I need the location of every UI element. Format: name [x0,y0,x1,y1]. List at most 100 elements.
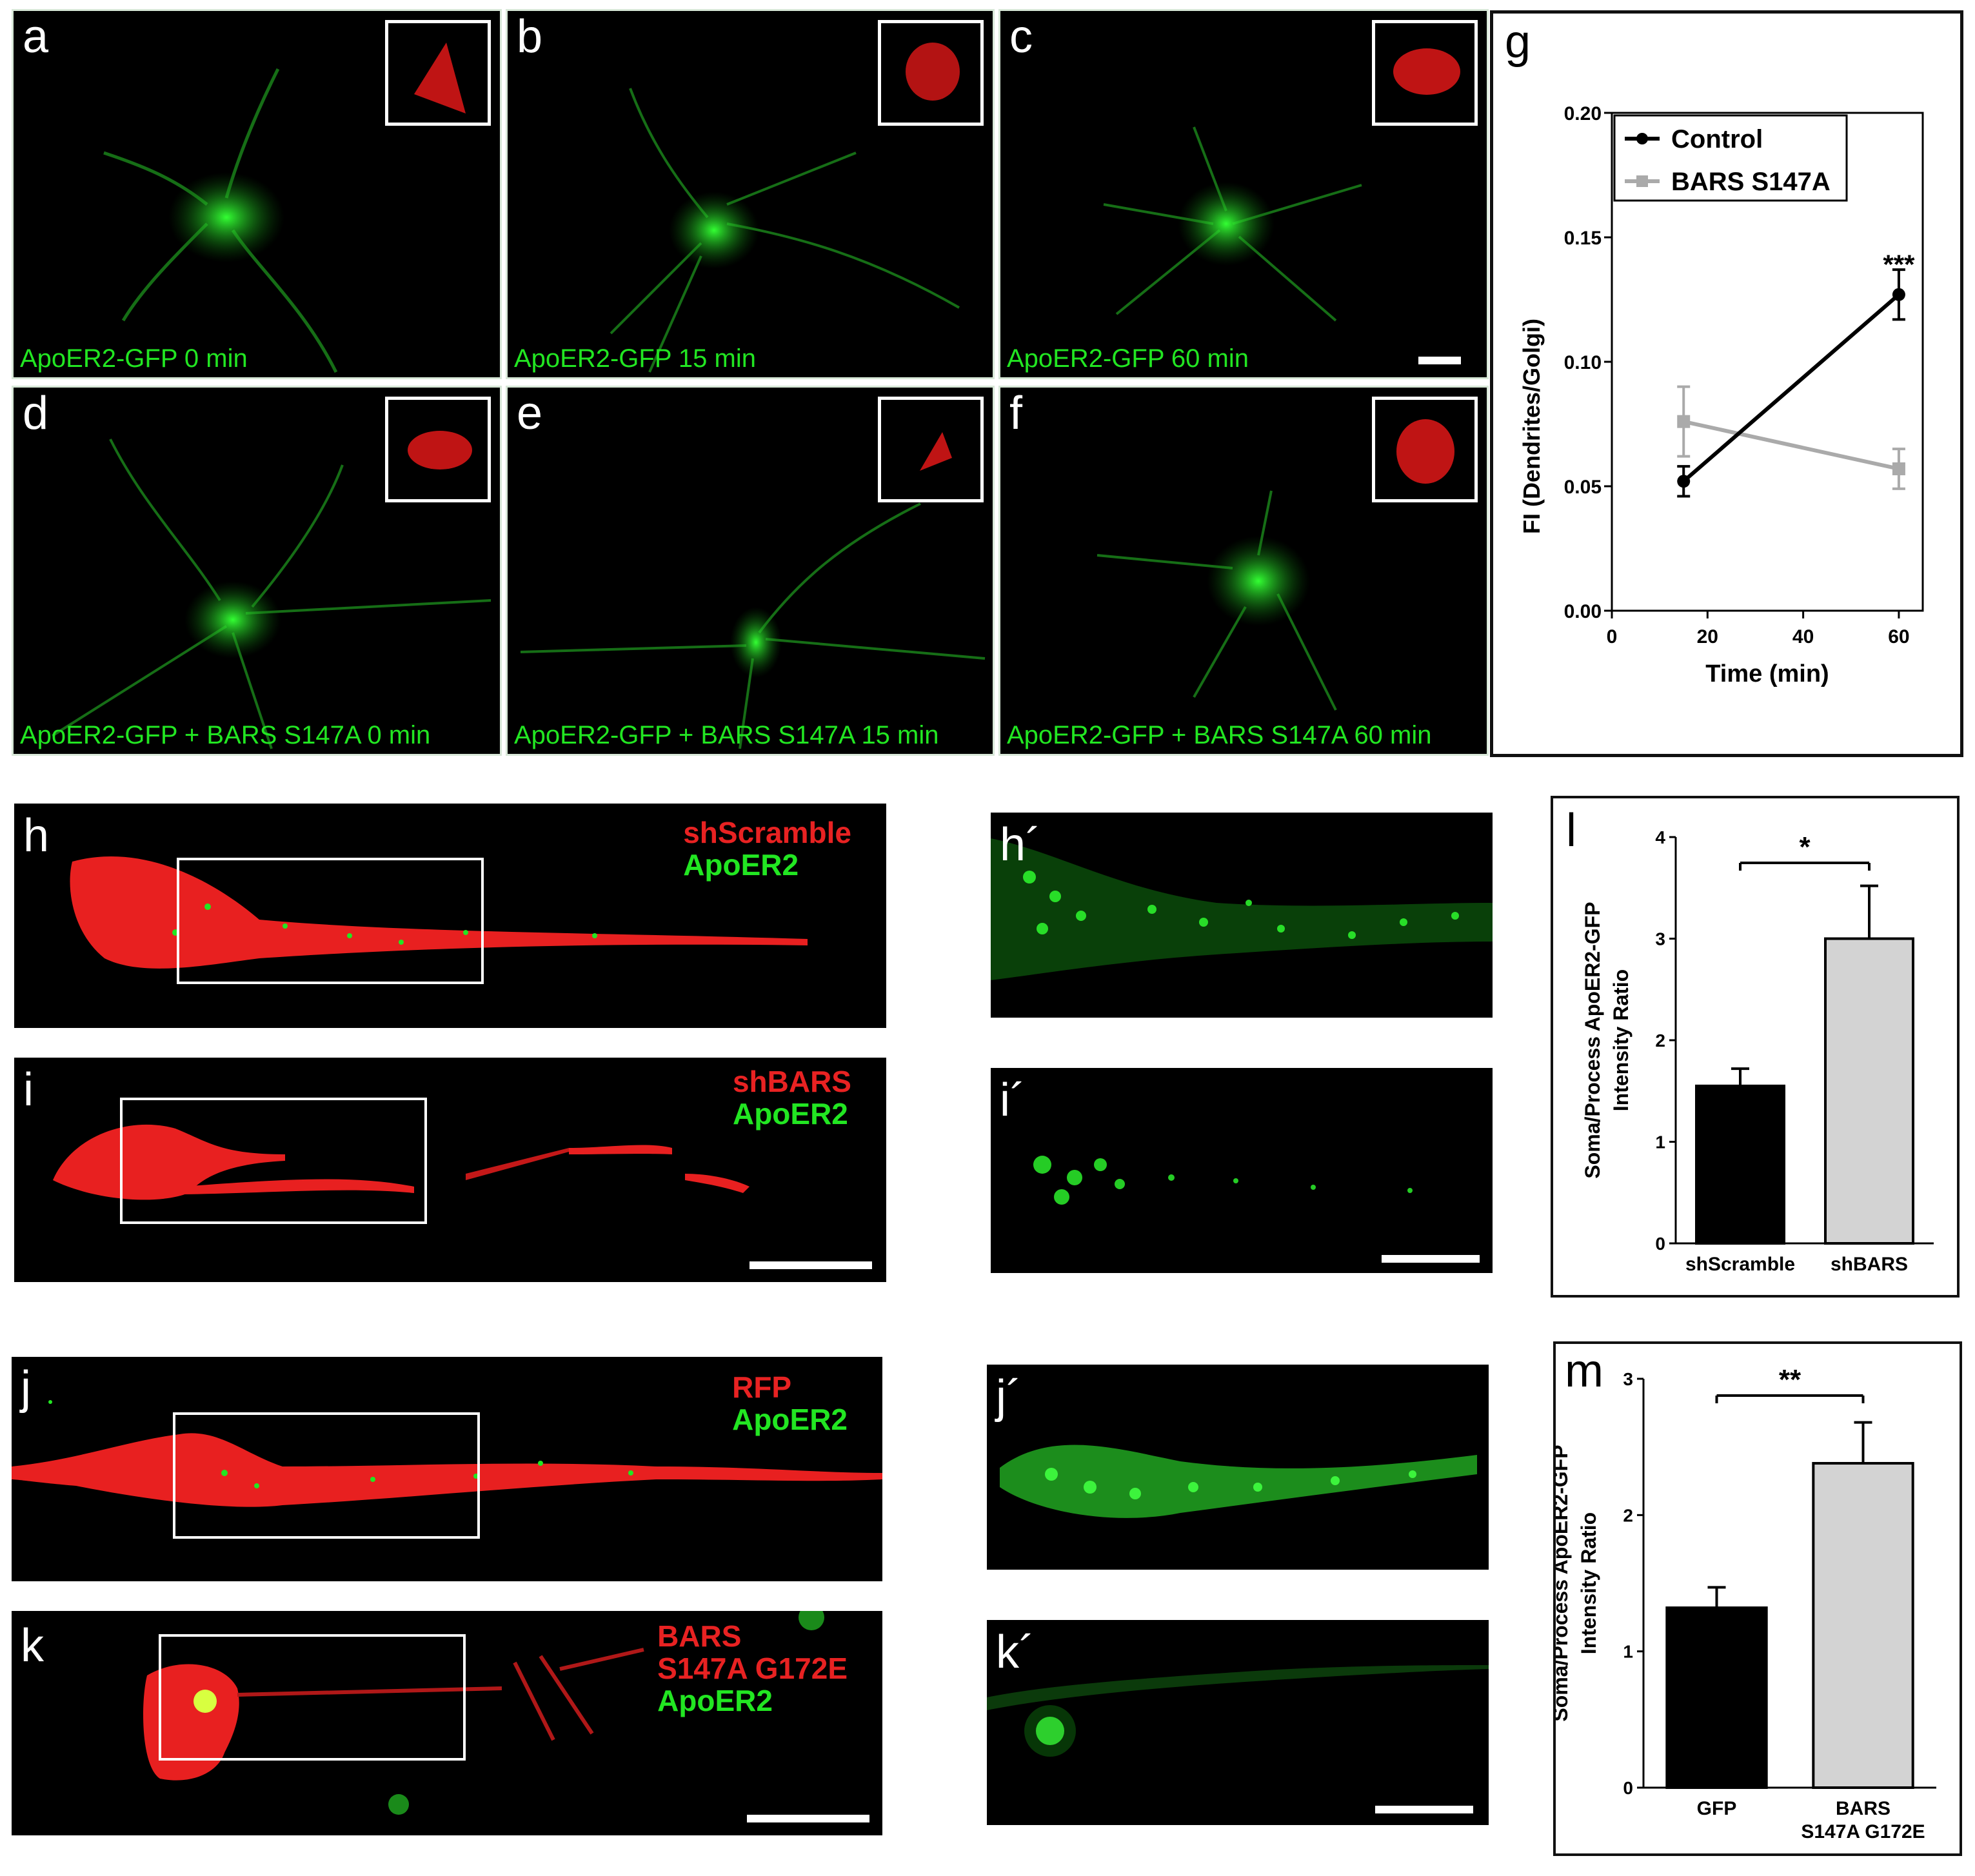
zoom-image [1000,1445,1477,1518]
scale-bar [1382,1255,1480,1263]
chart-m: m 0 1 2 3 GFP BARS S147A G172E ** Soma/Process A… [1553,1341,1962,1856]
micrograph-b: b ApoER2-GFP 15 min [506,9,995,379]
legend-line: RFP [732,1370,792,1404]
bar-chart-l: 0 1 2 3 4 shScramble shBARS * Soma/Process ApoER… [1581,827,1934,1275]
panel-label: d [23,388,49,439]
panel-caption: ApoER2-GFP + BARS S147A 0 min [20,721,431,749]
y-axis-label: Soma/Process ApoER2-GFP [1581,902,1604,1178]
micrograph-a: a ApoER2-GFP 0 min [12,9,502,379]
panel-label: k [21,1620,44,1672]
panel-label: h´ [1000,819,1042,871]
y-tick-label: 0.20 [1564,103,1602,124]
legend-line: BARS [657,1619,742,1653]
legend-marker [1636,175,1648,187]
y-tick-label: 4 [1655,827,1665,847]
zoom-image [987,1665,1489,1757]
scale-bar [749,1261,872,1269]
x-category-label: BARS [1836,1798,1891,1819]
x-tick-label: 40 [1792,626,1814,647]
panel-caption: ApoER2-GFP 0 min [20,344,248,373]
legend-box [1613,114,1848,202]
y-axis-label: Soma/Process ApoER2-GFP [1556,1445,1572,1721]
scale-bar [1418,357,1461,364]
x-tick-label: 60 [1888,626,1909,647]
x-tick-label: 0 [1607,626,1618,647]
y-axis-label: Intensity Ratio [1577,1512,1600,1654]
bar [1824,937,1914,1245]
golgi-inset [385,397,491,502]
panel-caption: ApoER2-GFP + BARS S147A 15 min [514,721,939,749]
significance-label: *** [1883,250,1915,280]
panel-label: k´ [996,1626,1035,1678]
panel-label: b [517,11,543,63]
bar [1695,1084,1785,1245]
scale-bar [1375,1806,1473,1813]
chart-g: g 0.00 0.05 0.10 0.15 0.20 0 20 40 60 Time (min) F… [1490,10,1963,757]
region-of-interest-box [177,858,484,984]
panel-caption: ApoER2-GFP + BARS S147A 60 min [1007,721,1432,749]
significance-label: ** [1779,1364,1801,1396]
y-axis-label: Intensity Ratio [1609,969,1633,1111]
micrograph-c: c ApoER2-GFP 60 min [998,9,1489,379]
line-chart-g: 0.00 0.05 0.10 0.15 0.20 0 20 40 60 Time (min) FI … [1518,103,1924,687]
series-line-bars-s147a [1683,419,1900,471]
y-tick-label: 2 [1623,1505,1633,1525]
region-of-interest-box [159,1634,466,1761]
legend-marker [1636,133,1648,144]
y-tick-label: 0.15 [1564,228,1602,249]
legend-label: BARS S147A [1671,168,1831,196]
panel-label: c [1009,11,1033,63]
panel-label: e [517,388,543,439]
legend-label: Control [1671,125,1763,153]
panel-label: j [21,1362,31,1414]
y-tick-label: 0 [1655,1234,1665,1254]
panel-label: l [1566,805,1576,856]
golgi-inset [1372,20,1478,126]
bar [1665,1606,1768,1789]
legend-line: S147A G172E [657,1652,848,1685]
golgi-inset [1372,397,1478,502]
channel-legend: BARS S147A G172E ApoER2 [657,1620,848,1717]
micrograph-f: f ApoER2-GFP + BARS S147A 60 min [998,386,1489,756]
legend-line: ApoER2 [732,1403,848,1436]
panel-label: f [1009,388,1023,439]
neuron-image [143,1611,824,1815]
y-tick-label: 1 [1655,1132,1665,1152]
x-category-label: shBARS [1831,1254,1908,1275]
panel-label: m [1565,1345,1603,1397]
x-category-label: GFP [1697,1798,1737,1819]
y-tick-label: 0 [1623,1778,1633,1798]
data-point [1892,462,1905,475]
golgi-inset [878,20,984,126]
legend-line: ApoER2 [732,1097,848,1131]
golgi-inset [385,20,491,126]
channel-legend: shBARS ApoER2 [733,1065,851,1130]
chart-l: l 0 1 2 3 4 shScramble shBARS * Soma/Process Apo… [1551,796,1960,1298]
panel-label: j´ [996,1371,1022,1423]
y-tick-label: 0.00 [1564,601,1602,622]
panel-label: i [23,1064,34,1116]
y-tick-label: 0.05 [1564,477,1602,498]
y-tick-label: 1 [1623,1642,1633,1662]
y-axis-label: FI (Dendrites/Golgi) [1518,319,1545,534]
region-of-interest-box [120,1098,427,1224]
zoom-j: j´ [987,1365,1489,1570]
neuron-image [12,1400,882,1507]
neuron-image [51,439,491,749]
y-tick-label: 3 [1623,1369,1633,1389]
data-point [1677,475,1691,488]
neuron-image [610,88,960,373]
micrograph-h: h shScramble ApoER2 [14,804,886,1028]
x-category-label: shScramble [1685,1254,1795,1275]
micrograph-d: d ApoER2-GFP + BARS S147A 0 min [12,386,502,756]
panel-label: a [23,11,49,63]
channel-legend: RFP ApoER2 [732,1371,848,1436]
neuron-image [1097,490,1337,711]
neuron-image [1103,126,1362,322]
zoom-image [991,838,1493,980]
x-category-label: S147A G172E [1801,1821,1925,1842]
micrograph-i: i shBARS ApoER2 [14,1058,886,1282]
zoom-image [1033,1156,1413,1205]
panel-label: i´ [1000,1074,1026,1126]
bar [1812,1462,1914,1789]
